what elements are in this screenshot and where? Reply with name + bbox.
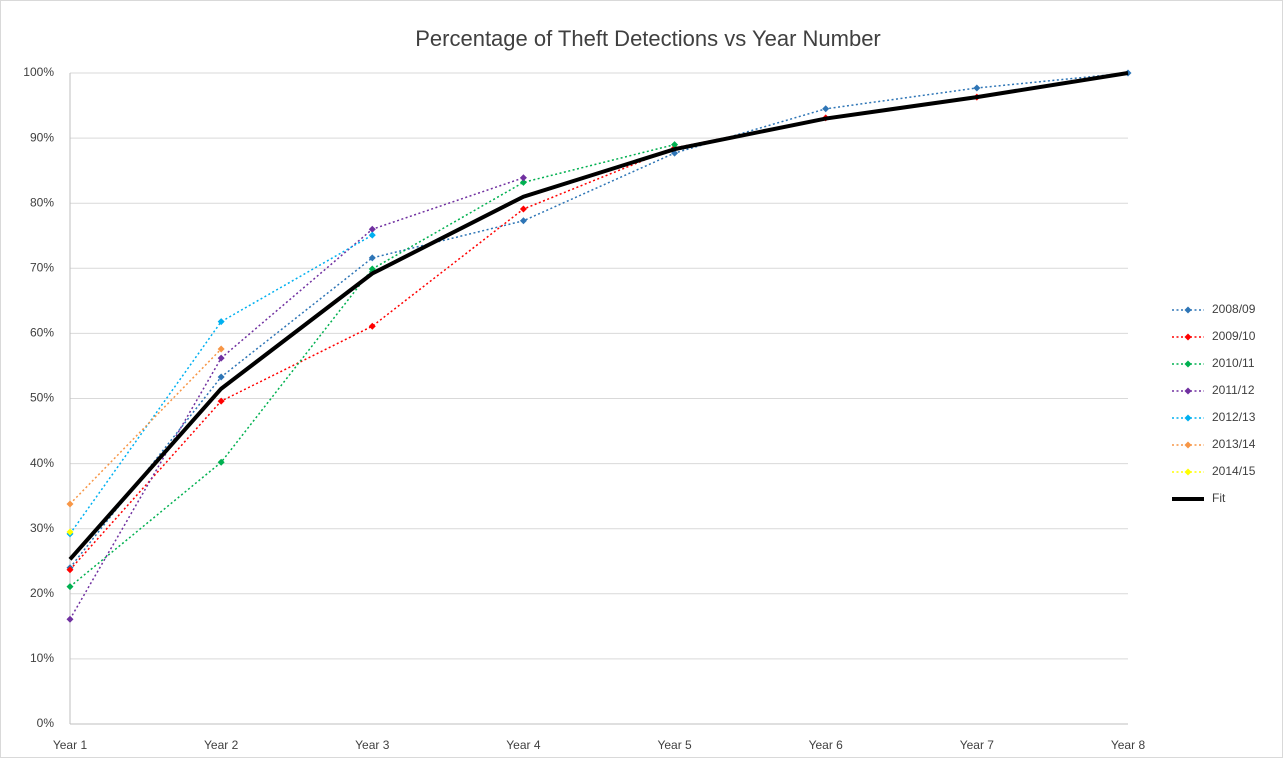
data-point [519, 217, 527, 225]
x-tick-label: Year 8 [1111, 738, 1146, 752]
x-tick-label: Year 6 [809, 738, 844, 752]
y-tick-label: 20% [30, 586, 54, 600]
data-point [368, 231, 376, 239]
data-point [66, 500, 74, 508]
y-tick-label: 50% [30, 391, 54, 405]
data-point [368, 322, 376, 330]
y-tick-label: 0% [37, 716, 55, 730]
x-tick-label: Year 7 [960, 738, 995, 752]
data-point [822, 105, 830, 113]
legend-label: 2014/15 [1212, 464, 1256, 478]
series-line [69, 72, 1129, 569]
data-point [519, 178, 527, 186]
data-point [671, 141, 679, 149]
legend-marker [1184, 468, 1192, 476]
legend-label: 2011/12 [1212, 383, 1255, 397]
legend-marker [1184, 387, 1192, 395]
legend-label: Fit [1212, 491, 1226, 505]
y-tick-label: 70% [30, 260, 54, 274]
data-point [973, 84, 981, 92]
chart-title: Percentage of Theft Detections vs Year N… [415, 26, 881, 51]
legend-marker [1184, 441, 1192, 449]
series-line [69, 348, 222, 505]
series-line [69, 177, 524, 620]
x-tick-label: Year 3 [355, 738, 390, 752]
data-point [217, 397, 225, 405]
legend-marker [1184, 360, 1192, 368]
y-tick-label: 100% [23, 65, 54, 79]
data-point [217, 345, 225, 353]
data-point [217, 318, 225, 326]
data-point [368, 225, 376, 233]
data-point [519, 174, 527, 182]
legend-marker [1184, 306, 1192, 314]
legend-marker [1184, 333, 1192, 341]
legend-label: 2010/11 [1212, 356, 1255, 370]
series-line [68, 71, 1129, 561]
data-point [66, 615, 74, 623]
data-point [368, 254, 376, 262]
legend-marker [1184, 414, 1192, 422]
x-tick-label: Year 2 [204, 738, 239, 752]
x-tick-label: Year 4 [506, 738, 541, 752]
y-tick-label: 40% [30, 456, 54, 470]
data-point [217, 354, 225, 362]
data-point [66, 528, 74, 536]
data-point [66, 566, 74, 574]
legend-label: 2013/14 [1212, 437, 1256, 451]
y-tick-label: 60% [30, 326, 54, 340]
legend-label: 2012/13 [1212, 410, 1256, 424]
x-tick-label: Year 5 [657, 738, 692, 752]
series-line [69, 234, 373, 535]
data-point [217, 373, 225, 381]
data-point [519, 205, 527, 213]
data-point [217, 458, 225, 466]
x-tick-label: Year 1 [53, 738, 88, 752]
y-tick-label: 10% [30, 651, 54, 665]
y-tick-label: 30% [30, 521, 54, 535]
y-tick-label: 90% [30, 130, 54, 144]
y-tick-label: 80% [30, 195, 54, 209]
legend-label: 2009/10 [1212, 329, 1256, 343]
data-point [66, 583, 74, 591]
legend-label: 2008/09 [1212, 302, 1256, 316]
